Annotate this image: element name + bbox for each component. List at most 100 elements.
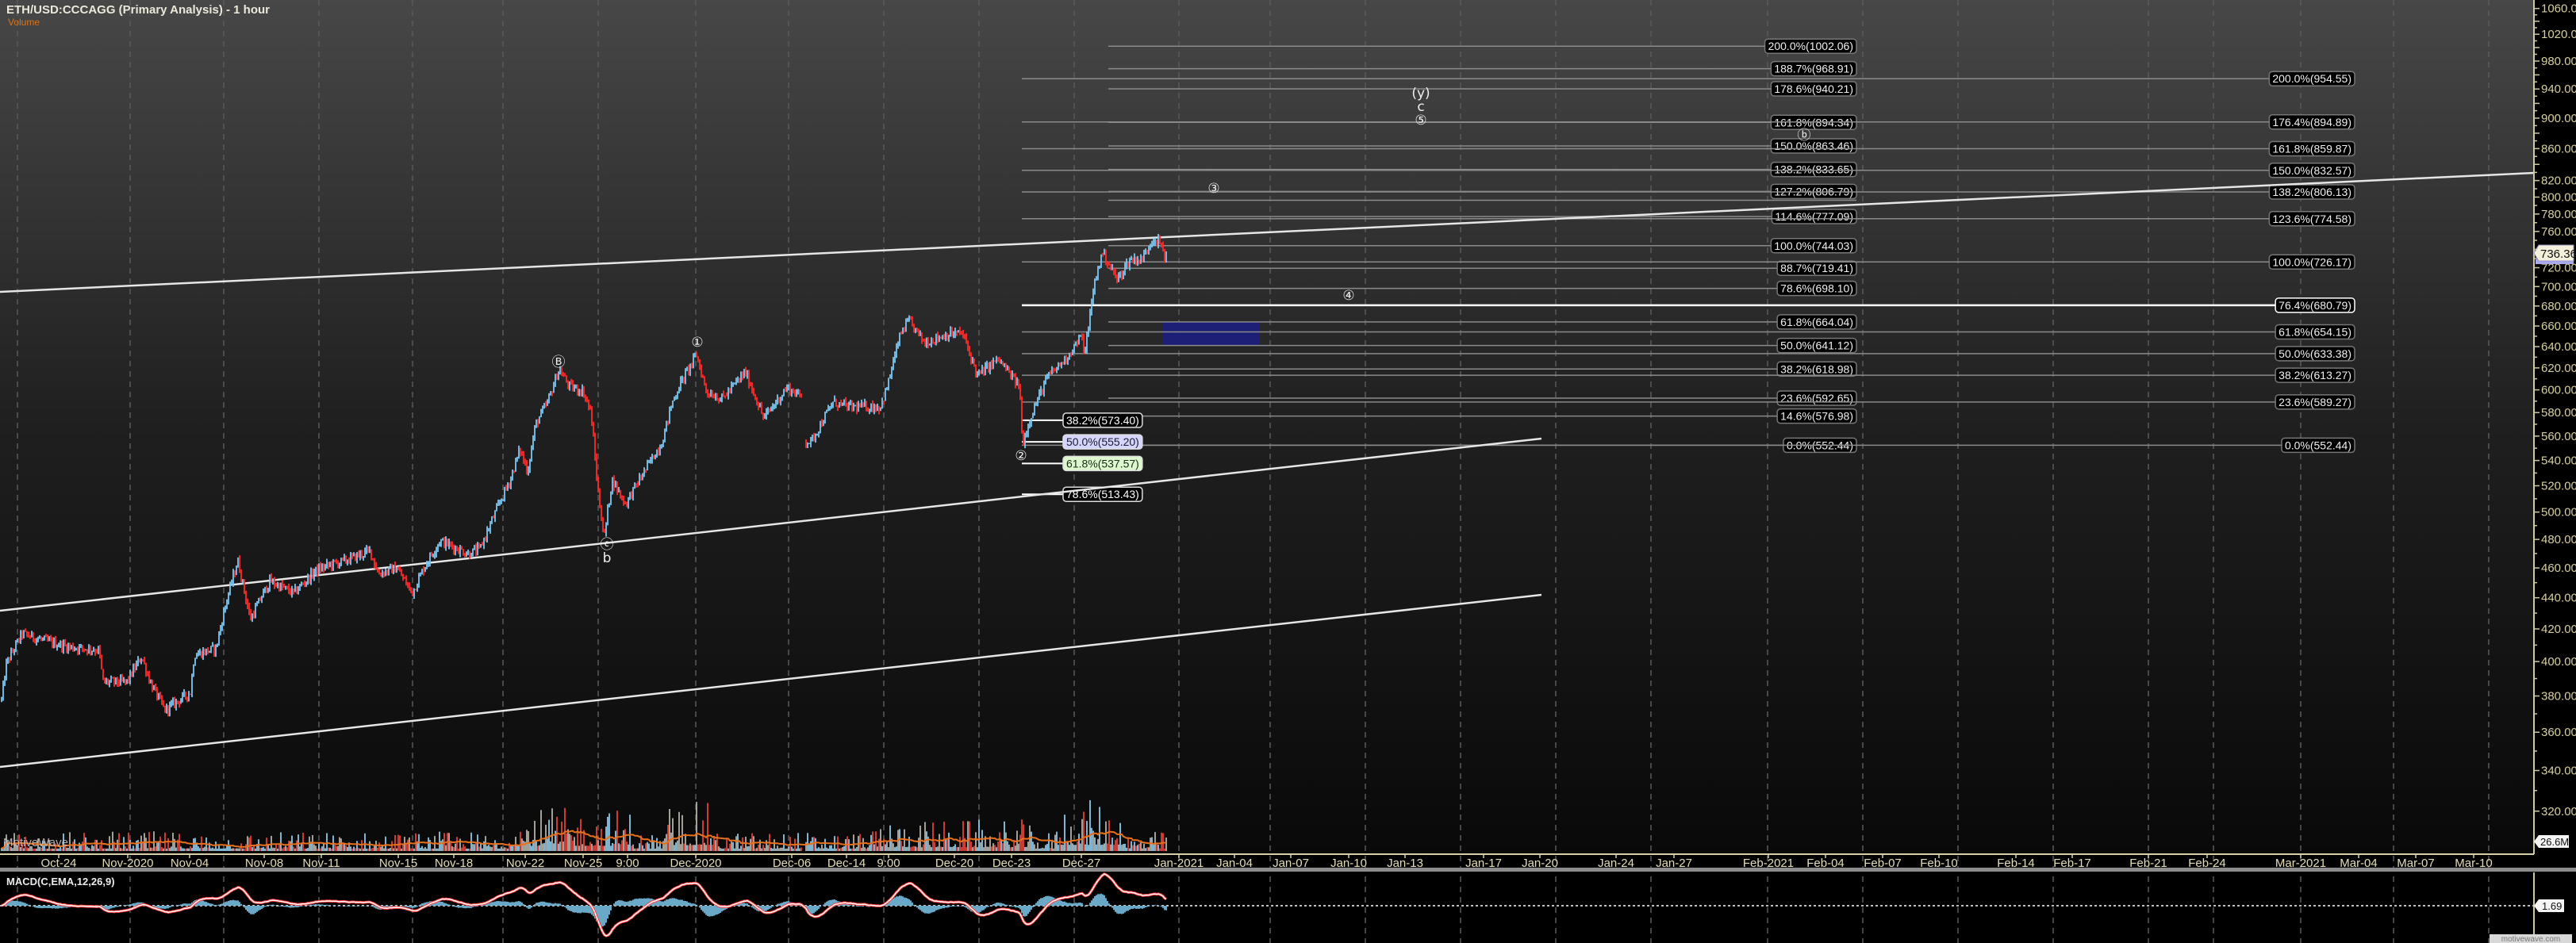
macd-histogram-bar xyxy=(1023,906,1024,917)
price-bar xyxy=(1100,254,1102,268)
volume-bar xyxy=(734,848,735,851)
price-bar xyxy=(831,402,832,409)
price-bar xyxy=(664,428,666,443)
price-bar xyxy=(18,638,20,643)
macd-histogram-bar xyxy=(512,902,513,906)
price-bar xyxy=(458,547,459,554)
price-axis-label: 340.00 xyxy=(2541,765,2576,778)
volume-bar xyxy=(155,846,156,851)
macd-histogram-bar xyxy=(312,904,313,906)
volume-bar xyxy=(1046,844,1048,851)
macd-histogram-bar xyxy=(459,906,461,908)
volume-bar xyxy=(747,846,748,851)
price-bar xyxy=(748,370,750,389)
price-bar xyxy=(351,552,353,560)
price-bar xyxy=(888,378,889,391)
macd-histogram-bar xyxy=(204,901,205,906)
pane-divider[interactable] xyxy=(0,868,2576,872)
price-bar xyxy=(34,638,36,644)
macd-histogram-bar xyxy=(350,906,351,907)
volume-bar xyxy=(1062,845,1064,851)
volume-bar xyxy=(344,844,345,851)
price-bar xyxy=(101,654,102,670)
macd-histogram-bar xyxy=(939,906,940,910)
price-bar xyxy=(645,469,647,473)
volume-bar xyxy=(463,844,464,851)
volume-bar xyxy=(1132,845,1134,851)
macd-histogram-bar xyxy=(505,901,507,906)
price-bar xyxy=(710,389,712,397)
date-axis-label: Nov-18 xyxy=(435,857,473,870)
date-axis-label: Feb-07 xyxy=(1864,857,1902,870)
price-bar xyxy=(399,565,401,572)
volume-bar xyxy=(964,838,966,851)
price-bar xyxy=(315,566,317,577)
price-bar xyxy=(2,680,4,701)
macd-histogram-bar xyxy=(370,906,372,907)
volume-bar xyxy=(183,848,185,851)
price-bar xyxy=(1046,374,1048,380)
volume-bar xyxy=(1038,848,1040,851)
volume-bar xyxy=(513,845,515,851)
macd-pane[interactable] xyxy=(1,872,1167,937)
price-bar xyxy=(1021,396,1023,434)
price-bar xyxy=(93,646,94,652)
macd-histogram-bar xyxy=(602,906,604,927)
volume-bar xyxy=(615,830,616,851)
price-bar xyxy=(1119,271,1121,278)
macd-histogram-bar xyxy=(848,904,850,906)
macd-histogram-bar xyxy=(421,903,423,906)
price-bar xyxy=(770,406,772,412)
volume-bar xyxy=(1119,822,1121,851)
macd-histogram-bar xyxy=(177,905,179,906)
macd-histogram-bar xyxy=(107,906,109,910)
price-bar xyxy=(840,399,842,407)
macd-histogram-bar xyxy=(161,906,163,909)
price-bar xyxy=(862,401,864,408)
volume-bar xyxy=(793,848,794,851)
volume-bar xyxy=(496,844,497,851)
price-pane[interactable] xyxy=(0,0,2534,854)
date-axis[interactable]: Oct-24 Nov-2020 Nov-04 Nov-08 Nov-11 Nov-15 No… xyxy=(40,854,2493,870)
price-bar xyxy=(485,536,486,542)
volume-bar xyxy=(437,848,439,851)
macd-histogram-bar xyxy=(318,904,320,906)
macd-histogram-bar xyxy=(713,906,715,916)
price-bar xyxy=(137,656,139,667)
price-bar xyxy=(340,558,342,567)
macd-label[interactable]: MACD(C,EMA,12,26,9) xyxy=(6,876,115,887)
macd-histogram-bar xyxy=(372,906,374,907)
macd-histogram-bar xyxy=(348,906,350,907)
macd-histogram-bar xyxy=(618,900,620,906)
volume-bar xyxy=(380,846,382,851)
price-bar xyxy=(491,516,493,524)
volume-bar xyxy=(529,842,531,851)
price-bar xyxy=(704,376,705,386)
price-bar xyxy=(915,328,916,334)
volume-bar xyxy=(1115,840,1116,851)
price-bar xyxy=(1008,366,1010,374)
price-bar xyxy=(336,558,337,565)
volume-bar xyxy=(820,848,821,851)
macd-histogram-bar xyxy=(247,906,248,912)
price-bar xyxy=(1096,276,1097,281)
fib-label: 138.2%(833.65) xyxy=(1770,161,1857,178)
price-bar xyxy=(39,634,40,639)
fib-label: 188.7%(968.91) xyxy=(1770,60,1857,77)
volume-bar xyxy=(891,838,893,851)
price-bar xyxy=(688,364,689,376)
macd-histogram-bar xyxy=(234,900,236,906)
macd-histogram-bar xyxy=(845,903,847,906)
volume-bar xyxy=(1151,837,1153,851)
macd-histogram-bar xyxy=(413,906,415,908)
price-axis[interactable]: 1060.001020.00980.00940.00900.00860.0082… xyxy=(2534,2,2576,818)
price-bar xyxy=(158,692,159,700)
fib-label-text: 78.6%(698.10) xyxy=(1780,282,1853,295)
date-axis-label: Oct-24 xyxy=(40,857,76,870)
price-bar xyxy=(739,378,740,383)
volume-bar xyxy=(161,847,163,851)
macd-histogram-bar xyxy=(180,904,182,906)
volume-indicator-label[interactable]: Volume xyxy=(8,17,40,28)
price-bar xyxy=(472,548,474,557)
